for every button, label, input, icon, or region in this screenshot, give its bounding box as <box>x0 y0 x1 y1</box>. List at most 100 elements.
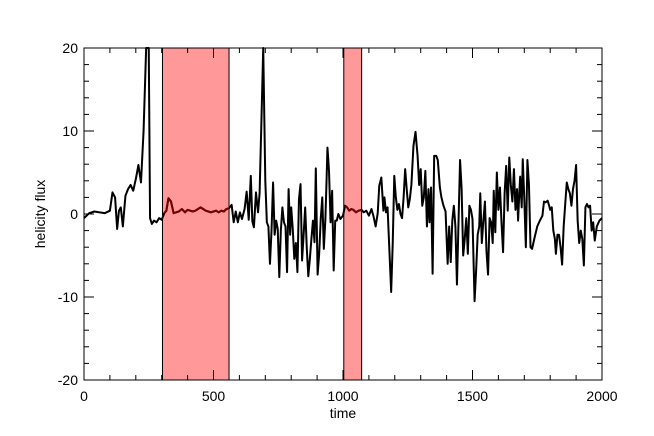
data-point <box>99 212 101 214</box>
data-point <box>499 187 501 189</box>
data-point <box>295 242 297 244</box>
data-point <box>158 217 160 219</box>
data-point <box>539 220 541 222</box>
data-point <box>303 234 305 236</box>
data-point <box>311 238 313 240</box>
data-point <box>430 187 432 189</box>
data-point <box>507 210 509 212</box>
data-point <box>486 251 488 253</box>
data-point <box>596 226 598 228</box>
data-point <box>338 213 340 215</box>
data-point <box>223 211 225 213</box>
data-point <box>269 263 271 265</box>
data-point <box>301 260 303 262</box>
data-point <box>586 203 588 205</box>
data-point <box>334 220 336 222</box>
data-point <box>181 208 183 210</box>
data-point <box>277 228 279 230</box>
data-point <box>156 222 158 224</box>
data-point <box>366 210 368 212</box>
data-point <box>417 155 419 157</box>
data-point <box>425 170 427 172</box>
data-point <box>580 230 582 232</box>
data-point <box>582 238 584 240</box>
data-point <box>518 197 520 199</box>
data-point <box>522 158 524 160</box>
data-point <box>346 207 348 209</box>
data-point <box>202 208 204 210</box>
data-point <box>470 209 472 211</box>
data-point <box>531 248 533 250</box>
data-point <box>318 253 320 255</box>
data-point <box>378 185 380 187</box>
data-point <box>307 275 309 277</box>
data-point <box>120 207 122 209</box>
data-point <box>569 192 571 194</box>
data-point <box>336 220 338 222</box>
data-point <box>231 204 233 206</box>
data-point <box>373 216 375 218</box>
data-point <box>487 274 489 276</box>
data-point <box>447 263 449 265</box>
data-point <box>170 201 172 203</box>
data-point <box>397 209 399 211</box>
data-point <box>282 207 284 209</box>
data-point <box>406 188 408 190</box>
data-point <box>498 209 500 211</box>
data-point <box>459 159 461 161</box>
data-point <box>393 175 395 177</box>
data-point <box>331 190 333 192</box>
data-point <box>389 255 391 257</box>
x-tick-label: 2000 <box>586 388 617 404</box>
data-point <box>114 197 116 199</box>
data-point <box>375 226 377 228</box>
data-point <box>312 220 314 222</box>
data-point <box>116 228 118 230</box>
data-point <box>250 175 252 177</box>
data-point <box>398 203 400 205</box>
data-point <box>109 210 111 212</box>
data-point <box>464 238 466 240</box>
y-tick-label: -10 <box>58 289 78 305</box>
data-point <box>575 164 577 166</box>
data-point <box>489 217 491 219</box>
data-point <box>592 222 594 224</box>
data-point <box>353 209 355 211</box>
data-point <box>88 212 90 214</box>
data-point <box>426 226 428 228</box>
axis-ticks <box>83 47 603 381</box>
data-point <box>403 197 405 199</box>
data-point <box>274 234 276 236</box>
data-point <box>566 182 568 184</box>
data-point <box>469 205 471 207</box>
data-point <box>261 120 263 122</box>
data-point <box>333 270 335 272</box>
data-point <box>253 226 255 228</box>
data-point <box>104 212 106 214</box>
data-point <box>151 223 153 225</box>
data-point <box>477 234 479 236</box>
data-point <box>519 176 521 178</box>
data-point <box>130 184 132 186</box>
data-point <box>558 234 560 236</box>
series-line-highlight-2 <box>344 204 362 214</box>
data-point <box>433 155 435 157</box>
data-point <box>153 220 155 222</box>
data-point <box>483 220 485 222</box>
series-line-1 <box>83 47 603 303</box>
data-point <box>368 215 370 217</box>
y-tick-label: 20 <box>62 40 78 56</box>
data-point <box>148 47 150 49</box>
data-point <box>428 188 430 190</box>
data-point <box>525 246 527 248</box>
data-point <box>166 210 168 212</box>
data-point <box>571 205 573 207</box>
data-point <box>205 210 207 212</box>
series-layer <box>83 47 603 303</box>
data-point <box>125 195 127 197</box>
data-point <box>118 210 120 212</box>
data-point <box>187 209 189 211</box>
data-point <box>467 253 469 255</box>
data-point <box>472 218 474 220</box>
data-point <box>377 212 379 214</box>
